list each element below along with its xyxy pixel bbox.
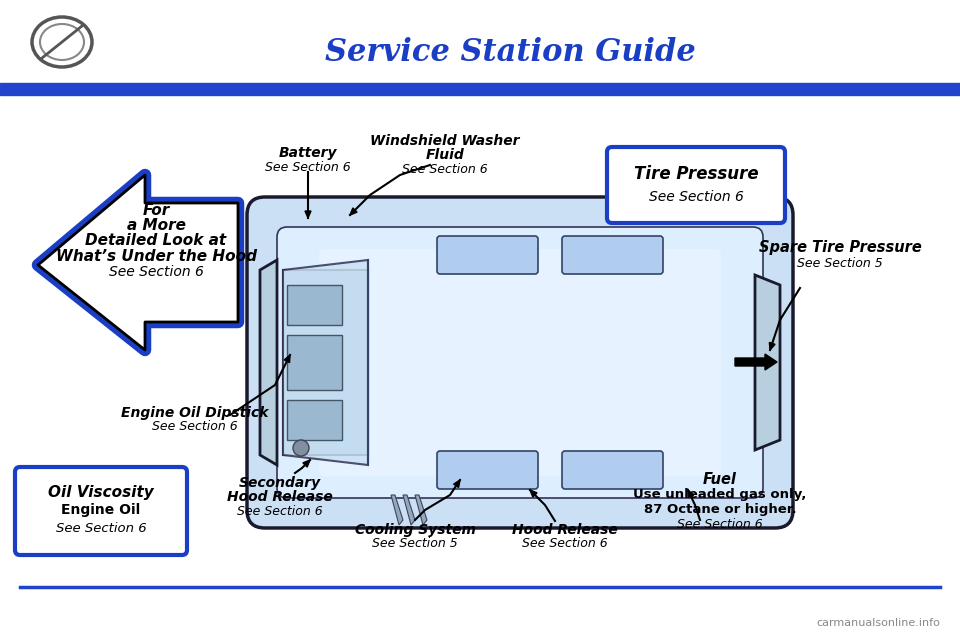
- FancyBboxPatch shape: [607, 147, 785, 223]
- Text: Windshield Washer: Windshield Washer: [371, 134, 519, 148]
- Text: Hood Release: Hood Release: [512, 523, 618, 537]
- FancyBboxPatch shape: [437, 451, 538, 489]
- Polygon shape: [284, 355, 290, 363]
- Text: Use unleaded gas only,: Use unleaded gas only,: [634, 488, 806, 501]
- Text: See Section 6: See Section 6: [649, 190, 743, 204]
- Text: See Section 5: See Section 5: [797, 257, 883, 270]
- Polygon shape: [403, 495, 415, 525]
- Polygon shape: [530, 490, 537, 497]
- Circle shape: [293, 440, 309, 456]
- Bar: [287, 285, 342, 325]
- Text: See Section 6: See Section 6: [265, 161, 350, 174]
- Bar: [283, 270, 368, 455]
- Text: For: For: [142, 203, 170, 217]
- Polygon shape: [454, 480, 460, 488]
- Polygon shape: [415, 495, 427, 525]
- FancyBboxPatch shape: [562, 236, 663, 274]
- Text: See Section 6: See Section 6: [677, 518, 763, 531]
- Polygon shape: [38, 175, 238, 350]
- Text: a More: a More: [127, 217, 185, 233]
- Text: Spare Tire Pressure: Spare Tire Pressure: [758, 240, 922, 255]
- Text: See Section 6: See Section 6: [402, 163, 488, 176]
- FancyBboxPatch shape: [319, 249, 721, 476]
- Text: Service Station Guide: Service Station Guide: [324, 37, 695, 68]
- Text: Fluid: Fluid: [425, 148, 465, 162]
- FancyBboxPatch shape: [247, 197, 793, 528]
- Polygon shape: [688, 490, 694, 497]
- Text: See Section 5: See Section 5: [372, 537, 458, 550]
- Text: What’s Under the Hood: What’s Under the Hood: [56, 249, 256, 263]
- Text: Battery: Battery: [278, 146, 337, 160]
- Text: See Section 6: See Section 6: [522, 537, 608, 550]
- Bar: [0, 83, 960, 95]
- Text: Hood Release: Hood Release: [228, 490, 333, 504]
- FancyArrow shape: [735, 354, 777, 370]
- Polygon shape: [305, 211, 311, 218]
- Bar: [287, 400, 342, 440]
- Polygon shape: [350, 208, 357, 215]
- Text: Secondary: Secondary: [239, 476, 321, 490]
- Text: See Section 6: See Section 6: [108, 265, 204, 279]
- Text: Oil Viscosity: Oil Viscosity: [48, 485, 154, 499]
- Text: Cooling System: Cooling System: [354, 523, 475, 537]
- Text: 87 Octane or higher.: 87 Octane or higher.: [644, 503, 796, 516]
- Text: carmanualsonline.info: carmanualsonline.info: [816, 618, 940, 628]
- FancyBboxPatch shape: [437, 236, 538, 274]
- FancyBboxPatch shape: [277, 227, 763, 498]
- Text: Detailed Look at: Detailed Look at: [85, 233, 227, 247]
- Text: Fuel: Fuel: [703, 472, 737, 487]
- Polygon shape: [769, 342, 775, 350]
- Polygon shape: [303, 460, 310, 467]
- Polygon shape: [260, 260, 277, 465]
- FancyBboxPatch shape: [15, 467, 187, 555]
- Text: See Section 6: See Section 6: [56, 522, 146, 535]
- Text: Tire Pressure: Tire Pressure: [634, 165, 758, 183]
- FancyBboxPatch shape: [562, 451, 663, 489]
- Bar: [287, 335, 342, 390]
- Text: Engine Oil: Engine Oil: [61, 503, 140, 517]
- Polygon shape: [283, 260, 368, 465]
- Text: See Section 6: See Section 6: [152, 420, 238, 433]
- Polygon shape: [755, 275, 780, 450]
- Text: Engine Oil Dipstick: Engine Oil Dipstick: [121, 406, 269, 420]
- Polygon shape: [391, 495, 403, 525]
- Text: See Section 6: See Section 6: [237, 505, 323, 518]
